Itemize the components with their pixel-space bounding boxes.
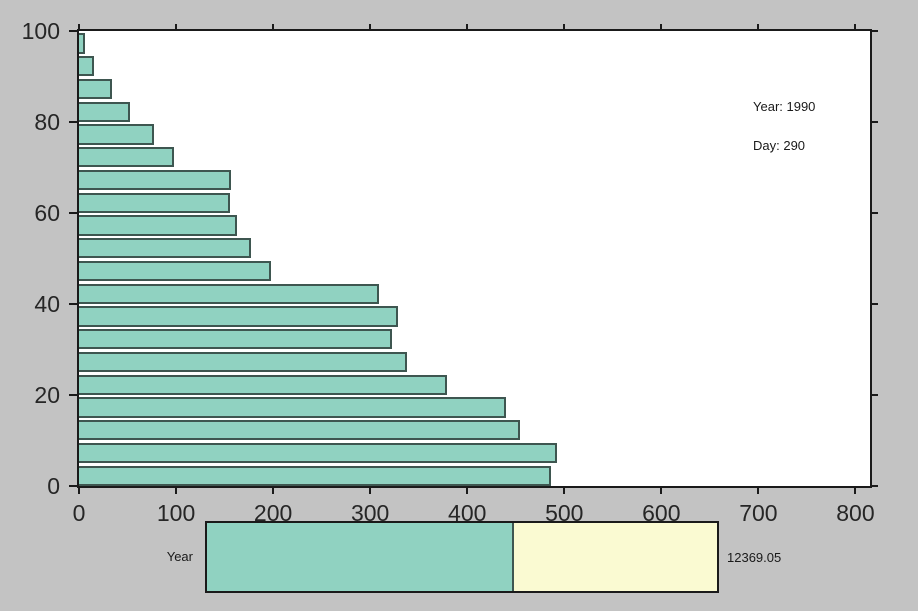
x-tick-top — [369, 24, 372, 29]
year-slider-value: 12369.05 — [727, 550, 782, 565]
x-tick — [757, 488, 760, 494]
bar — [79, 465, 551, 486]
bar — [79, 192, 231, 213]
x-tick-label: 800 — [836, 500, 875, 526]
x-tick — [466, 488, 469, 494]
year-slider-label: Year — [166, 549, 193, 564]
y-tick-label: 60 — [34, 200, 60, 226]
bar — [79, 397, 507, 418]
annotation-day: Day: 290 — [753, 138, 806, 153]
bar — [79, 78, 112, 100]
bar — [79, 33, 85, 54]
year-slider[interactable] — [205, 521, 719, 593]
x-tick-top — [175, 24, 178, 29]
y-tick — [69, 303, 77, 305]
y-tick-right — [872, 212, 878, 214]
x-tick — [272, 488, 275, 494]
bar — [79, 56, 94, 77]
annotation-text: Year: 1990 Day: 290 — [753, 74, 815, 178]
bar — [79, 374, 447, 395]
y-tick — [69, 485, 77, 487]
bar — [79, 306, 399, 327]
y-tick — [69, 30, 77, 32]
x-tick — [369, 488, 372, 494]
x-tick-label: 400 — [448, 500, 487, 526]
y-tick-right — [872, 303, 878, 305]
plot-area: Year: 1990 Day: 290 — [69, 24, 878, 494]
y-tick-right — [872, 30, 878, 32]
x-tick — [563, 488, 566, 494]
bar — [79, 124, 154, 145]
bar — [79, 283, 379, 304]
bar — [79, 420, 520, 441]
y-tick-label: 100 — [21, 18, 60, 44]
y-tick-right — [872, 485, 878, 487]
x-tick-label: 0 — [72, 500, 86, 526]
bar — [79, 351, 408, 373]
y-tick-label: 20 — [34, 382, 60, 408]
bar — [79, 260, 272, 282]
x-tick-top — [854, 24, 857, 29]
y-tick-label: 0 — [47, 473, 60, 499]
x-tick — [854, 488, 857, 494]
x-tick — [175, 488, 178, 494]
x-tick-top — [660, 24, 663, 29]
bar — [79, 147, 175, 168]
y-tick-label: 80 — [34, 109, 60, 135]
bar — [79, 442, 558, 464]
y-tick — [69, 394, 77, 396]
x-tick-top — [78, 24, 80, 29]
x-tick-top — [563, 24, 566, 29]
y-tick — [69, 121, 77, 123]
annotation-year: Year: 1990 — [753, 99, 816, 114]
x-tick-label: 600 — [642, 500, 681, 526]
x-tick-label: 500 — [545, 500, 584, 526]
x-tick — [78, 488, 80, 494]
bar — [79, 329, 393, 350]
x-tick-label: 300 — [350, 500, 390, 526]
x-tick-label: 700 — [739, 500, 778, 526]
x-tick-top — [757, 24, 760, 29]
bar — [79, 238, 251, 259]
x-tick-top — [272, 24, 275, 29]
year-slider-fill[interactable] — [207, 523, 514, 591]
bar — [79, 169, 232, 191]
x-tick-label: 100 — [156, 500, 196, 526]
x-tick — [660, 488, 663, 494]
y-tick-right — [872, 394, 878, 396]
bar — [79, 101, 131, 122]
y-tick — [69, 212, 77, 214]
x-tick-label: 200 — [253, 500, 293, 526]
x-tick-top — [466, 24, 469, 29]
bar — [79, 215, 238, 236]
y-tick-label: 40 — [34, 291, 60, 317]
y-tick-right — [872, 121, 878, 123]
